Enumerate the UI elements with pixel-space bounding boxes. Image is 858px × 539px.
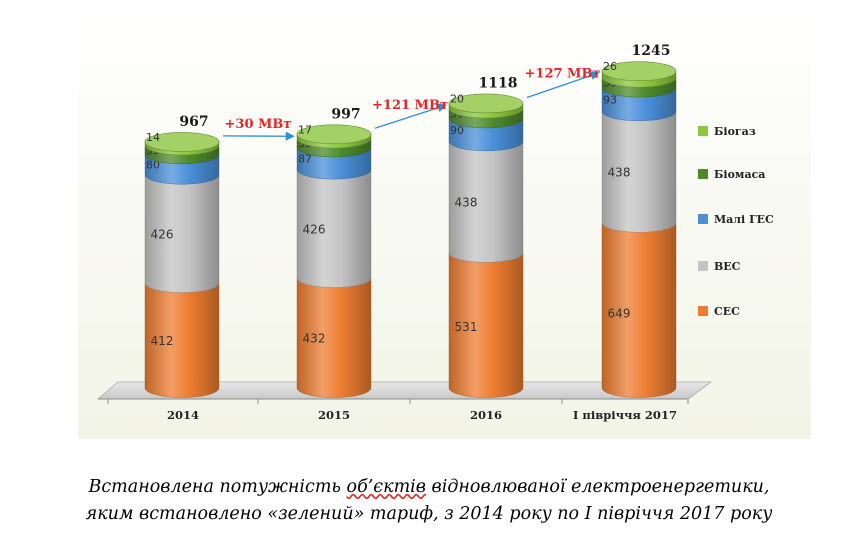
- x-axis-label-1: 2015: [318, 408, 350, 422]
- segment-вес-3: 438: [601, 111, 677, 233]
- total-label-0: 967: [179, 114, 208, 130]
- increment-label-0: +30 МВт: [225, 117, 292, 132]
- bar-1-1: [296, 169, 372, 288]
- segment-сес-1: 432: [296, 277, 372, 398]
- increment-arrow-2: [526, 71, 600, 99]
- bar-3-1: [601, 111, 677, 233]
- bar-1-0: [296, 277, 372, 398]
- data-label-2-0: 531: [455, 320, 478, 334]
- segment-сес-3: 649: [601, 222, 677, 398]
- legend-swatch-2: [698, 214, 708, 224]
- bar-3-0: [601, 222, 677, 398]
- segment-сес-0: 412: [144, 282, 220, 398]
- data-label-top-2: 20: [450, 92, 464, 105]
- legend-label-0: Біогаз: [714, 125, 756, 138]
- segment-сес-2: 531: [448, 252, 524, 398]
- x-axis-label-3: I півріччя 2017: [573, 408, 677, 422]
- x-axis-label-2: 2016: [470, 408, 502, 422]
- segment-вес-2: 438: [448, 141, 524, 263]
- legend-swatch-4: [698, 306, 708, 316]
- bar-0-0: [144, 282, 220, 398]
- legend-swatch-1: [698, 169, 708, 179]
- data-label-0-2: 80: [146, 159, 160, 172]
- segment-вес-0: 426: [144, 174, 220, 293]
- data-label-1-1: 426: [303, 222, 326, 236]
- total-label-2: 1118: [479, 75, 518, 91]
- cylinder-top-cap-0: [144, 132, 220, 152]
- increment-label-2: +127 МВт: [525, 66, 601, 81]
- data-label-top-3: 26: [603, 60, 617, 73]
- cylinder-top-cap-3: [601, 61, 677, 81]
- data-label-0-0: 412: [151, 334, 174, 348]
- legend-label-4: СЕС: [714, 305, 740, 318]
- x-axis-label-0: 2014: [167, 408, 199, 422]
- legend-label-1: Біомаса: [714, 168, 765, 181]
- increment-arrow-1: [374, 103, 447, 129]
- cylinder-top-cap-2: [448, 93, 524, 114]
- bar-0-1: [144, 174, 220, 293]
- legend-label-2: Малі ГЕС: [714, 213, 774, 226]
- caption-line-2: яким встановлено «зелений» тариф, з 2014…: [85, 504, 773, 524]
- data-label-1-0: 432: [303, 332, 326, 346]
- bar-2-1: [448, 141, 524, 263]
- increment-label-1: +121 МВт: [372, 98, 448, 113]
- caption-line-1-prefix: Встановлена потужність: [88, 477, 341, 497]
- total-label-3: 1245: [632, 43, 671, 59]
- data-label-top-1: 17: [298, 123, 312, 136]
- caption-line-1-suffix: відновлюваної електроенергетики,: [431, 477, 770, 497]
- cylinder-top-cap-1: [296, 124, 372, 145]
- caption-line-1: Встановлена потужність об’єктів відновлю…: [0, 474, 858, 501]
- data-label-0-1: 426: [151, 227, 174, 241]
- data-label-top-0: 14: [146, 131, 160, 144]
- data-label-3-1: 438: [608, 166, 631, 180]
- data-label-3-0: 649: [608, 307, 631, 321]
- segment-вес-1: 426: [296, 169, 372, 288]
- legend-swatch-0: [698, 126, 708, 136]
- chart-caption: Встановлена потужність об’єктів відновлю…: [0, 474, 858, 528]
- data-label-2-2: 90: [450, 124, 464, 137]
- data-label-3-2: 93: [603, 94, 617, 107]
- legend-label-3: ВЕС: [714, 260, 741, 273]
- bar-2-0: [448, 252, 524, 398]
- data-label-2-1: 438: [455, 196, 478, 210]
- caption-spellcheck-word: об’єктів: [346, 477, 426, 497]
- data-label-1-2: 87: [298, 153, 312, 166]
- legend-swatch-3: [698, 261, 708, 271]
- total-label-1: 997: [331, 106, 360, 122]
